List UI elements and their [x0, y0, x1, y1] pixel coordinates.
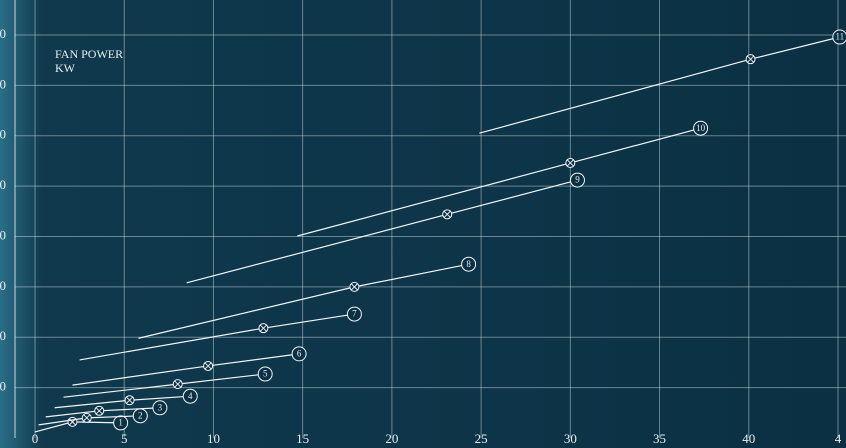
- curve-label: 8: [466, 259, 471, 269]
- marker-cross: [747, 55, 754, 63]
- curve-label-circle: [257, 366, 273, 382]
- point-marker: [81, 412, 92, 423]
- marker-cross: [126, 396, 133, 404]
- curve-label-circle: [832, 29, 846, 45]
- x-tick-label: 0: [32, 431, 39, 446]
- curve-label-circle: [346, 306, 362, 322]
- point-marker: [745, 54, 756, 65]
- point-marker: [94, 405, 105, 416]
- point-marker: [258, 323, 269, 334]
- curve-label-circle: [113, 415, 129, 431]
- curve-label: 5: [263, 369, 268, 379]
- marker-cross: [260, 324, 267, 332]
- point-marker: [565, 157, 576, 168]
- curve-label: 3: [158, 402, 163, 412]
- y-tick-label: 0: [0, 379, 6, 394]
- curve-label: 2: [138, 410, 143, 420]
- marker-cross: [204, 362, 212, 370]
- y-tick-label: 0: [0, 278, 6, 293]
- curve-label-circle: [693, 120, 709, 136]
- curve-label-circle: [291, 346, 307, 362]
- curve-label: 9: [575, 175, 580, 185]
- x-tick-label: 30: [564, 431, 577, 446]
- point-marker: [172, 379, 183, 390]
- y-tick-label: 0: [0, 26, 6, 41]
- x-tick-label: 4: [835, 431, 842, 446]
- curve-label-circle: [569, 172, 585, 188]
- curve-label: 6: [297, 348, 302, 358]
- curve-label: 10: [696, 123, 706, 133]
- point-marker: [124, 395, 135, 406]
- marker-cross: [83, 414, 91, 422]
- y-tick-label: 0: [0, 227, 6, 242]
- point-marker: [203, 360, 214, 371]
- point-marker: [349, 281, 360, 292]
- point-marker: [442, 209, 453, 220]
- marker-cross: [351, 283, 358, 291]
- x-tick-label: 15: [296, 431, 309, 446]
- x-tick-label: 10: [207, 431, 220, 446]
- x-tick-label: 20: [385, 431, 398, 446]
- y-tick-label: 0: [0, 127, 6, 142]
- marker-cross: [567, 159, 574, 167]
- x-tick-label: 35: [653, 431, 666, 446]
- x-tick-label: 25: [475, 431, 488, 446]
- curve-label-circle: [152, 400, 168, 416]
- marker-cross: [443, 211, 451, 218]
- x-tick-label: 5: [121, 431, 128, 446]
- curve-label-circle: [182, 388, 198, 404]
- curve-label: 11: [835, 32, 844, 42]
- curve-label: 1: [118, 417, 123, 427]
- marker-cross: [174, 380, 182, 388]
- x-tick-label: 40: [742, 431, 755, 446]
- y-tick-label: 0: [0, 177, 6, 192]
- curve-label: 7: [352, 309, 357, 319]
- curve-label-circle: [461, 256, 477, 272]
- chart-title: FAN POWER: [55, 47, 123, 61]
- curve-label: 4: [188, 391, 193, 401]
- y-tick-label: 20: [0, 328, 6, 343]
- chart-subtitle: KW: [55, 61, 76, 75]
- point-marker: [67, 416, 78, 427]
- y-tick-label: 0: [0, 76, 6, 91]
- marker-cross: [95, 407, 103, 415]
